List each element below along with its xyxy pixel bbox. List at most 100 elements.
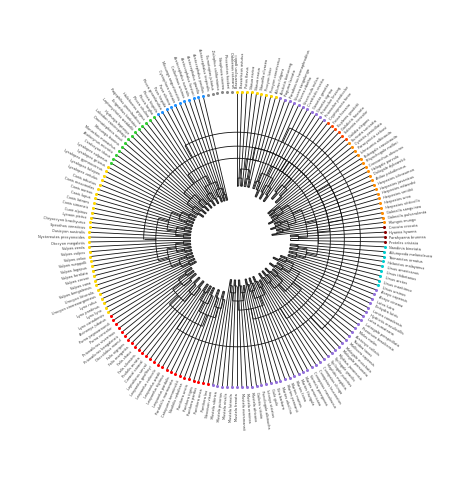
Text: Nasuella olivacea: Nasuella olivacea bbox=[260, 59, 269, 90]
Text: Urocyon littoralis: Urocyon littoralis bbox=[64, 290, 94, 304]
Text: Neophoca cinerea: Neophoca cinerea bbox=[217, 57, 224, 89]
Text: Parahyaena brunnea: Parahyaena brunnea bbox=[390, 235, 426, 240]
Text: Erignathus barbatus: Erignathus barbatus bbox=[110, 98, 137, 128]
Text: Canis simensis: Canis simensis bbox=[62, 200, 89, 209]
Text: Salanoia concolor: Salanoia concolor bbox=[344, 109, 370, 135]
Text: Conepatus chinga: Conepatus chinga bbox=[321, 365, 342, 394]
Text: Arctonyx collaris: Arctonyx collaris bbox=[355, 334, 380, 356]
Text: Meles meles: Meles meles bbox=[358, 330, 377, 346]
Text: Leptonychotes weddellii: Leptonychotes weddellii bbox=[100, 97, 133, 131]
Text: Prionailurus bengalensis: Prionailurus bengalensis bbox=[83, 334, 119, 364]
Text: Lutra sumatrana: Lutra sumatrana bbox=[366, 317, 394, 336]
Text: Herpestes urva: Herpestes urva bbox=[384, 194, 411, 204]
Text: Mustela africana: Mustela africana bbox=[250, 391, 257, 421]
Text: Lycaon pictus: Lycaon pictus bbox=[62, 212, 87, 219]
Text: Vulpes vulpes: Vulpes vulpes bbox=[61, 251, 85, 257]
Text: Melogale personata: Melogale personata bbox=[341, 349, 368, 377]
Text: Martes zibellina: Martes zibellina bbox=[280, 385, 292, 413]
Text: Caracal caracal: Caracal caracal bbox=[125, 359, 145, 383]
Text: Dologale dybowskii: Dologale dybowskii bbox=[374, 157, 407, 176]
Text: Pusa hispida: Pusa hispida bbox=[152, 86, 166, 107]
Text: Cuon alpinus: Cuon alpinus bbox=[64, 206, 87, 215]
Text: Melogale moschata: Melogale moschata bbox=[344, 345, 372, 372]
Text: Atilax paludinosus: Atilax paludinosus bbox=[376, 164, 407, 180]
Text: Herpestes edwardsi: Herpestes edwardsi bbox=[382, 180, 416, 195]
Text: Mustela lutreola: Mustela lutreola bbox=[229, 392, 234, 420]
Text: Neovison vison: Neovison vison bbox=[205, 390, 214, 417]
Text: Lutrogale perspicillata: Lutrogale perspicillata bbox=[364, 322, 399, 347]
Text: Martes martes: Martes martes bbox=[289, 382, 302, 407]
Text: Ursus maritimus: Ursus maritimus bbox=[383, 280, 412, 292]
Text: Arctocephalus australis: Arctocephalus australis bbox=[172, 56, 190, 97]
Text: Mustela erminea: Mustela erminea bbox=[245, 392, 251, 421]
Text: Ursus americanus: Ursus americanus bbox=[387, 265, 419, 275]
Text: Galidictis fasciata: Galidictis fasciata bbox=[341, 106, 365, 131]
Text: Leopardus tigrinus: Leopardus tigrinus bbox=[147, 373, 166, 404]
Text: Conepatus leuconotus: Conepatus leuconotus bbox=[317, 368, 341, 404]
Text: Panthera pardus: Panthera pardus bbox=[188, 386, 199, 416]
Text: Viverra zibetha: Viverra zibetha bbox=[299, 76, 314, 103]
Text: Canis latrans: Canis latrans bbox=[66, 195, 90, 204]
Text: Martes americana: Martes americana bbox=[303, 375, 321, 406]
Text: Ictonyx striatus: Ictonyx striatus bbox=[265, 389, 274, 417]
Text: Arctocephalus forsteri: Arctocephalus forsteri bbox=[179, 56, 194, 95]
Text: Procyon cancrivorus: Procyon cancrivorus bbox=[270, 56, 283, 92]
Text: Herpestes javanicus: Herpestes javanicus bbox=[380, 174, 415, 190]
Text: Arctictis binturong: Arctictis binturong bbox=[280, 62, 293, 95]
Text: Hydrurga leptonyx: Hydrurga leptonyx bbox=[103, 108, 130, 135]
Text: Prionailurus viverrinus: Prionailurus viverrinus bbox=[82, 330, 116, 357]
Text: Panthera uncia: Panthera uncia bbox=[177, 383, 190, 409]
Text: Vulpes rueppelli: Vulpes rueppelli bbox=[58, 261, 87, 269]
Text: Zalophus californianus: Zalophus californianus bbox=[210, 49, 219, 89]
Text: Crossarchus obscurus: Crossarchus obscurus bbox=[369, 144, 405, 167]
Text: Bassariscus astutus: Bassariscus astutus bbox=[240, 53, 245, 88]
Text: Mustela frenata: Mustela frenata bbox=[235, 392, 239, 420]
Text: Fossa fossana: Fossa fossana bbox=[333, 103, 352, 124]
Text: Nasua narica: Nasua narica bbox=[250, 65, 256, 89]
Text: Vulpes cana: Vulpes cana bbox=[70, 280, 91, 290]
Text: Galerella sanguinea: Galerella sanguinea bbox=[387, 204, 422, 215]
Text: Cystophora cristata: Cystophora cristata bbox=[157, 69, 175, 103]
Text: Gulo gulo: Gulo gulo bbox=[270, 388, 278, 405]
Text: Mellivora capensis: Mellivora capensis bbox=[348, 342, 374, 367]
Text: Atelocynus microtis: Atelocynus microtis bbox=[82, 131, 113, 154]
Text: Nyctereutes procyonoides: Nyctereutes procyonoides bbox=[38, 235, 84, 240]
Text: Taxidea taxus: Taxidea taxus bbox=[351, 338, 372, 357]
Text: Arctocephalus tropicalis: Arctocephalus tropicalis bbox=[197, 48, 209, 91]
Text: Lycalopex gymnocercus: Lycalopex gymnocercus bbox=[63, 148, 103, 171]
Text: Neofelis nebulosa: Neofelis nebulosa bbox=[170, 382, 185, 412]
Text: Phoca hispida: Phoca hispida bbox=[141, 89, 157, 112]
Text: Vulpes lagopus: Vulpes lagopus bbox=[60, 265, 87, 274]
Text: Felis nigripes: Felis nigripes bbox=[107, 342, 126, 360]
Text: Otocolobus manul: Otocolobus manul bbox=[95, 338, 123, 362]
Text: Ichneumia albicauda: Ichneumia albicauda bbox=[361, 130, 393, 154]
Text: Cryptoprocta ferox: Cryptoprocta ferox bbox=[329, 92, 353, 121]
Text: Lycalopex culpaeus: Lycalopex culpaeus bbox=[76, 142, 108, 163]
Text: Rhynchogale melleri: Rhynchogale melleri bbox=[366, 141, 400, 163]
Text: Bassaricyon gabbii: Bassaricyon gabbii bbox=[235, 54, 239, 88]
Text: Spilogale gracilis: Spilogale gracilis bbox=[333, 356, 356, 381]
Text: Paradoxurus hermaphroditus: Paradoxurus hermaphroditus bbox=[289, 49, 311, 98]
Text: Vulpes bengalensis: Vulpes bengalensis bbox=[59, 285, 92, 300]
Text: Lontra canadensis: Lontra canadensis bbox=[371, 309, 402, 327]
Text: Eupleres goudotii: Eupleres goudotii bbox=[337, 102, 361, 128]
Text: Catopuma temminckii: Catopuma temminckii bbox=[161, 380, 180, 418]
Text: Otocyon megalotis: Otocyon megalotis bbox=[51, 240, 84, 245]
Text: Lycalopex fulvipes: Lycalopex fulvipes bbox=[69, 158, 100, 176]
Text: Nandinia binotata: Nandinia binotata bbox=[389, 246, 421, 251]
Text: Procyon lotor: Procyon lotor bbox=[265, 67, 274, 91]
Text: Leptailurus serval: Leptailurus serval bbox=[127, 362, 149, 390]
Text: Leopardus wiedii: Leopardus wiedii bbox=[143, 371, 162, 398]
Text: Callorhinus ursinus: Callorhinus ursinus bbox=[169, 65, 185, 98]
Text: Phoca groenlandica: Phoca groenlandica bbox=[141, 78, 162, 109]
Text: Halichoerus grypus: Halichoerus grypus bbox=[121, 92, 145, 121]
Text: Suricata suricatta: Suricata suricatta bbox=[351, 119, 378, 142]
Text: Conepatus mesoleucus: Conepatus mesoleucus bbox=[312, 371, 337, 408]
Text: Phocarctos hookeri: Phocarctos hookeri bbox=[223, 54, 229, 88]
Text: Genetta genetta: Genetta genetta bbox=[312, 83, 330, 109]
Text: Helarctos malayanus: Helarctos malayanus bbox=[387, 261, 425, 270]
Text: Viverricula indica: Viverricula indica bbox=[303, 76, 320, 105]
Text: Leopardus colocolo: Leopardus colocolo bbox=[136, 368, 157, 399]
Text: Ailurus fulgens: Ailurus fulgens bbox=[275, 67, 286, 94]
Text: Mustela nivalis: Mustela nivalis bbox=[223, 392, 229, 418]
